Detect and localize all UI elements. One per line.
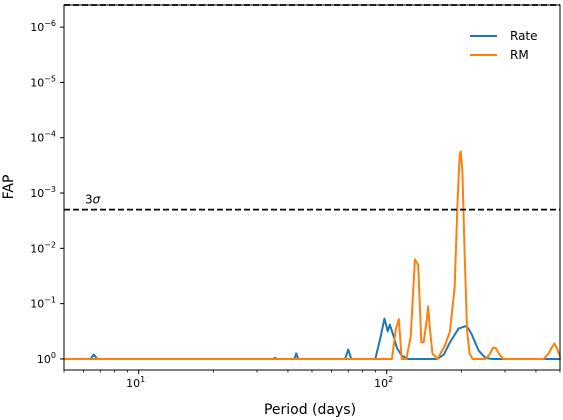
y-tick-label: 10−1 (30, 296, 56, 311)
reference-label-5sigma: 5σ (85, 0, 101, 2)
y-axis: 100 10−1 10−2 10−3 10−4 10−5 10−6 (30, 19, 64, 366)
x-tick-label: 101 (126, 375, 145, 390)
y-tick-label: 10−5 (30, 74, 56, 89)
reference-label-3sigma: 3σ (85, 193, 101, 207)
y-tick-label: 10−2 (30, 240, 56, 255)
plot-area: 3σ 5σ (63, 0, 561, 371)
y-tick-label: 10−3 (30, 185, 56, 200)
x-tick-label: 102 (374, 375, 393, 390)
y-tick-label: 10−6 (30, 19, 56, 34)
series-line-rm (63, 150, 561, 360)
legend-label-rate: Rate (510, 29, 538, 43)
series-line-rate (63, 317, 561, 360)
x-axis: 101 102 (63, 370, 561, 390)
legend-label-rm: RM (510, 48, 529, 62)
legend-box (463, 25, 557, 66)
legend: Rate RM (463, 25, 557, 66)
x-axis-label: Period (days) (264, 402, 356, 418)
y-tick-label: 100 (37, 351, 56, 366)
y-tick-label: 10−4 (30, 130, 56, 145)
y-axis-label: FAP (1, 175, 17, 200)
